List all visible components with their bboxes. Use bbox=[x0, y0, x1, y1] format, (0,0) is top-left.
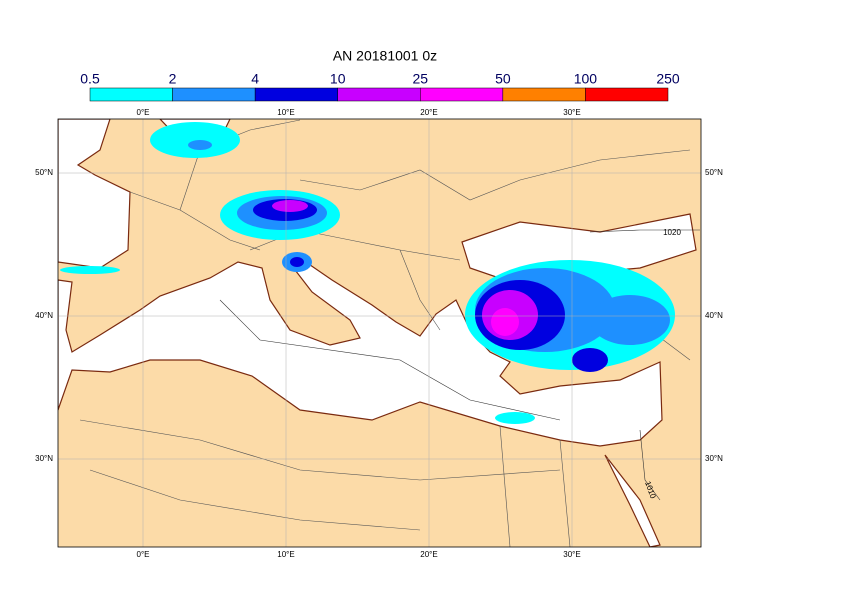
longitude-label: 0°E bbox=[137, 550, 150, 559]
longitude-label: 30°E bbox=[563, 550, 580, 559]
colorbar-segment bbox=[337, 87, 421, 102]
colorbar-segment bbox=[172, 87, 256, 102]
colorbar-label: 100 bbox=[574, 71, 598, 87]
colorbar-label: 10 bbox=[330, 71, 346, 87]
latitude-label: 40°N bbox=[705, 311, 723, 320]
longitude-label: 20°E bbox=[420, 108, 437, 117]
longitude-label: 0°E bbox=[137, 108, 150, 117]
colorbar-label: 250 bbox=[656, 71, 680, 87]
isobars bbox=[219, 229, 700, 501]
colorbar-label: 25 bbox=[412, 71, 428, 87]
colorbar-label: 4 bbox=[251, 71, 259, 87]
longitude-label: 10°E bbox=[277, 108, 294, 117]
colorbar-label: 2 bbox=[169, 71, 177, 87]
precipitation bbox=[60, 122, 675, 424]
colorbar-segment bbox=[585, 87, 669, 102]
longitude-label: 30°E bbox=[563, 108, 580, 117]
map-title: AN 20181001 0z bbox=[333, 48, 437, 64]
latitude-label: 50°N bbox=[35, 168, 53, 177]
longitude-label: 10°E bbox=[277, 550, 294, 559]
colorbar-segment bbox=[502, 87, 586, 102]
longitude-label: 20°E bbox=[420, 550, 437, 559]
latitude-label: 30°N bbox=[35, 454, 53, 463]
colorbar-segment bbox=[89, 87, 173, 102]
latitude-label: 50°N bbox=[705, 168, 723, 177]
map-area: 1020 1010 bbox=[58, 119, 701, 547]
colorbar-segment bbox=[254, 87, 338, 102]
contour-label: 1020 bbox=[663, 228, 681, 237]
colorbar-segment bbox=[420, 87, 504, 102]
map-frame bbox=[57, 118, 702, 548]
colorbar: 0.5 2 4 10 25 50 100 250 bbox=[80, 71, 680, 102]
latitude-label: 30°N bbox=[705, 454, 723, 463]
latitude-label: 40°N bbox=[35, 311, 53, 320]
colorbar-label: 50 bbox=[495, 71, 511, 87]
colorbar-label: 0.5 bbox=[80, 71, 100, 87]
